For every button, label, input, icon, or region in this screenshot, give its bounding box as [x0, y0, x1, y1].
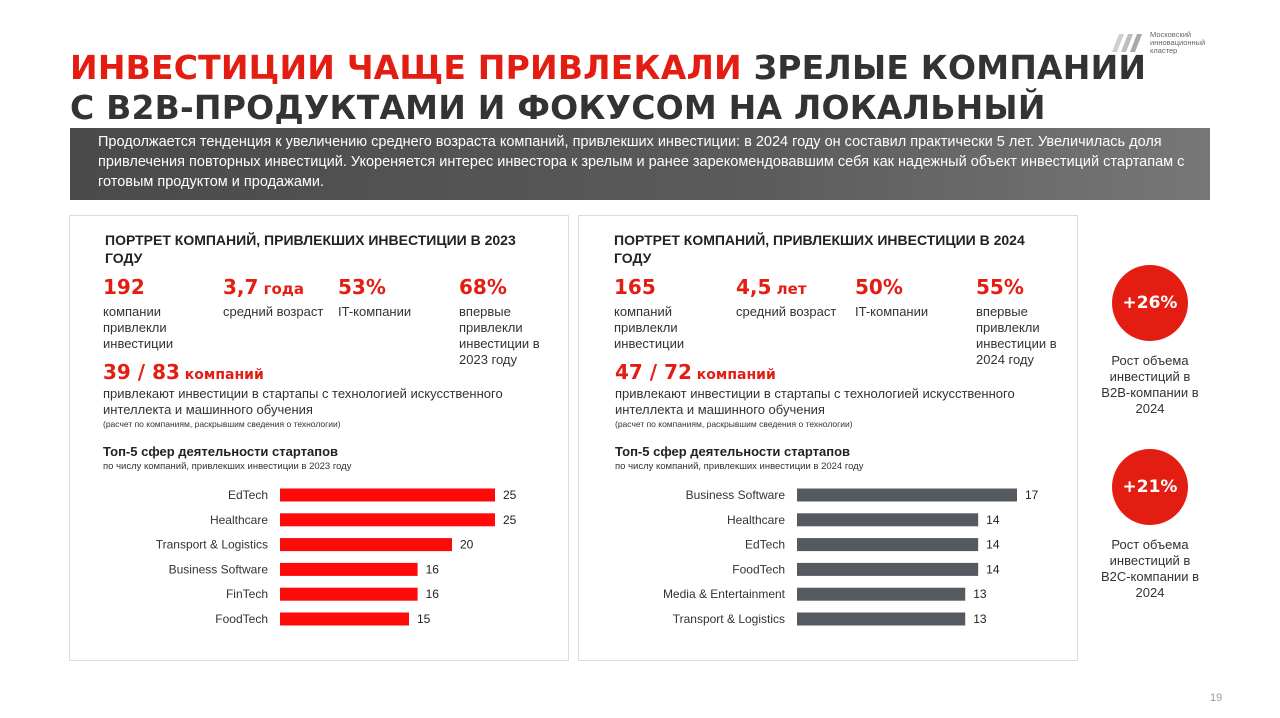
- stat-it-share: 50% IT-компании: [855, 275, 929, 319]
- bar: [280, 612, 409, 626]
- bar-value-label: 25: [503, 488, 517, 502]
- bar: [280, 488, 495, 502]
- bar-value-label: 25: [503, 513, 517, 527]
- bar-value-label: 14: [986, 562, 1000, 576]
- bar-value-label: 13: [973, 612, 987, 626]
- title-accent: ИНВЕСТИЦИИ ЧАЩЕ ПРИВЛЕКАЛИ: [70, 48, 742, 87]
- logo: Московский инновационный кластер: [1110, 30, 1220, 56]
- growth-b2c: +21% Рост объема инвестиций в B2C-компан…: [1095, 449, 1205, 601]
- logo-text: Московский инновационный кластер: [1150, 30, 1206, 55]
- panel-title: ПОРТРЕТ КОМПАНИЙ, ПРИВЛЕКШИХ ИНВЕСТИЦИИ …: [105, 232, 516, 266]
- bar-value-label: 15: [417, 612, 431, 626]
- bar-category-label: EdTech: [745, 538, 785, 552]
- stat-first-time: 55% впервые привлекли инвестиции в 2024 …: [976, 275, 1057, 367]
- ai-desc: привлекают инвестиции в стартапы с техно…: [103, 386, 503, 417]
- bar-value-label: 17: [1025, 488, 1039, 502]
- bar: [797, 612, 966, 626]
- bar: [797, 538, 979, 552]
- bar: [797, 587, 966, 601]
- bar: [797, 488, 1017, 502]
- bar-category-label: FoodTech: [732, 562, 785, 576]
- intro-banner: Продолжается тенденция к увеличению сред…: [70, 128, 1210, 200]
- bar-category-label: Business Software: [686, 488, 786, 502]
- growth-b2c-badge: +21%: [1112, 449, 1188, 525]
- bar-category-label: Transport & Logistics: [156, 538, 268, 552]
- bar-value-label: 14: [986, 538, 1000, 552]
- bar: [797, 562, 979, 576]
- bar-category-label: Healthcare: [727, 513, 785, 527]
- growth-b2b-desc: Рост объема инвестиций в B2B-компании в …: [1101, 353, 1199, 416]
- stat-avg-age: 4,5 лет средний возраст: [736, 275, 837, 319]
- bar-value-label: 14: [986, 513, 1000, 527]
- panel-title: ПОРТРЕТ КОМПАНИЙ, ПРИВЛЕКШИХ ИНВЕСТИЦИИ …: [614, 232, 1025, 266]
- growth-b2b-badge: +26%: [1112, 265, 1188, 341]
- ai-note: (расчет по компаниям, раскрывшим сведени…: [103, 419, 341, 429]
- title-rest: ЗРЕЛЫЕ КОМПАНИИ: [741, 48, 1147, 87]
- ai-stat: 47 / 72 компаний: [615, 360, 776, 384]
- growth-b2b: +26% Рост объема инвестиций в B2B-компан…: [1095, 265, 1205, 417]
- ai-desc: привлекают инвестиции в стартапы с техно…: [615, 386, 1015, 417]
- bar-category-label: FinTech: [226, 587, 268, 601]
- bar-value-label: 13: [973, 587, 987, 601]
- growth-b2c-desc: Рост объема инвестиций в B2C-компании в …: [1100, 537, 1200, 600]
- page-number: 19: [1210, 692, 1223, 704]
- portrait-2023-panel: ПОРТРЕТ КОМПАНИЙ, ПРИВЛЕКШИХ ИНВЕСТИЦИИ …: [69, 215, 569, 661]
- top5-subtitle: по числу компаний, привлекших инвестиции…: [615, 461, 864, 472]
- stat-companies: 192 компании привлекли инвестиции: [103, 275, 174, 351]
- cluster-logo-icon: [1112, 34, 1142, 52]
- ai-stat: 39 / 83 компаний: [103, 360, 264, 384]
- stat-it-share: 53% IT-компании: [338, 275, 412, 319]
- top5-bar-chart-2024: Business Software 17 Healthcare 14 EdTech 14 F…: [663, 488, 1039, 626]
- bar-value-label: 16: [426, 562, 440, 576]
- ai-note: (расчет по компаниям, раскрывшим сведени…: [615, 419, 853, 429]
- stat-first-time: 68% впервые привлекли инвестиции в 2023 …: [459, 275, 540, 367]
- top5-subtitle: по числу компаний, привлекших инвестиции…: [103, 461, 352, 472]
- bar-category-label: Media & Entertainment: [663, 587, 786, 601]
- bar-category-label: Business Software: [169, 562, 269, 576]
- bar-category-label: Healthcare: [210, 513, 268, 527]
- bar-value-label: 20: [460, 538, 474, 552]
- top5-title: Топ-5 сфер деятельности стартапов: [615, 444, 851, 459]
- bar: [280, 513, 495, 527]
- stat-avg-age: 3,7 года средний возраст: [223, 275, 324, 319]
- bar-category-label: Transport & Logistics: [673, 612, 785, 626]
- top5-bar-chart-2023: EdTech 25 Healthcare 25 Transport & Logistic…: [156, 488, 517, 626]
- bar: [280, 538, 452, 552]
- bar: [797, 513, 979, 527]
- bar: [280, 562, 418, 576]
- bar-category-label: FoodTech: [215, 612, 268, 626]
- bar-value-label: 16: [426, 587, 440, 601]
- bar: [280, 587, 418, 601]
- portrait-2024-panel: ПОРТРЕТ КОМПАНИЙ, ПРИВЛЕКШИХ ИНВЕСТИЦИИ …: [578, 215, 1078, 661]
- bar-category-label: EdTech: [228, 488, 268, 502]
- top5-title: Топ-5 сфер деятельности стартапов: [103, 444, 339, 459]
- stat-companies: 165 компаний привлекли инвестиции: [614, 275, 685, 351]
